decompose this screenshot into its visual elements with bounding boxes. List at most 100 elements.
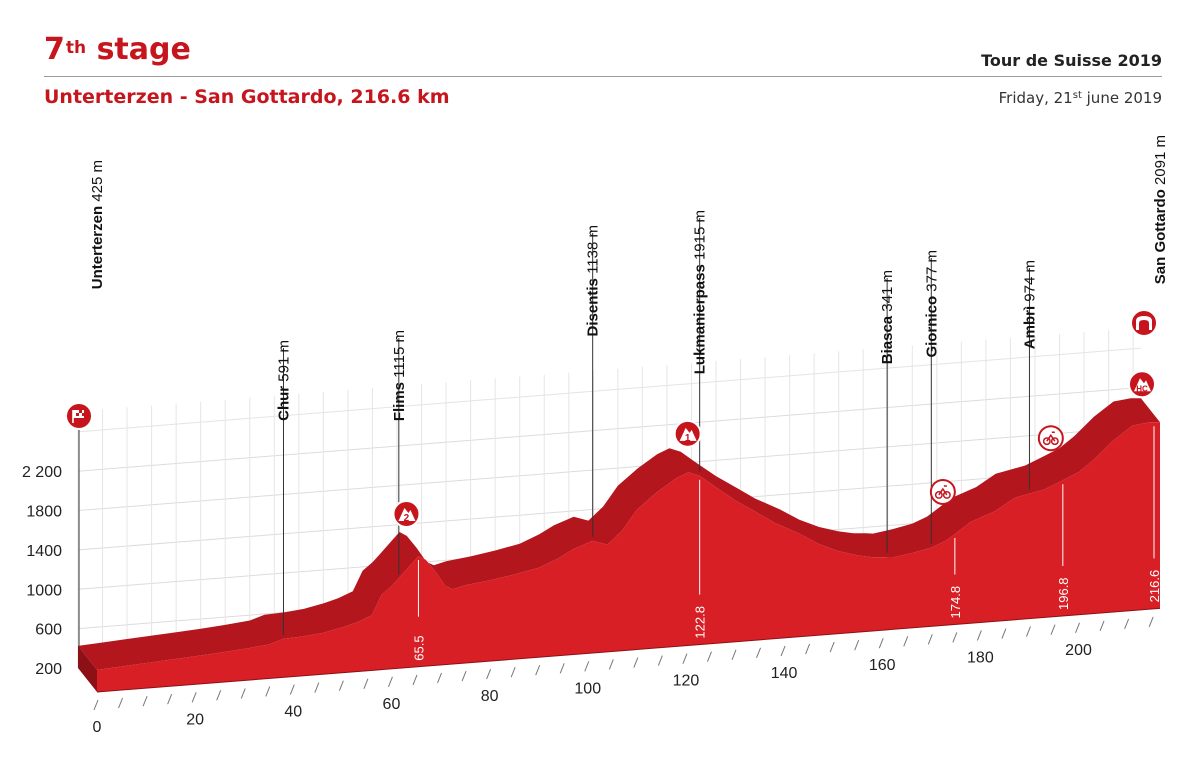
place-name: Flims [391, 382, 408, 421]
climb-category-icon: 2 [392, 500, 421, 529]
date-suffix: st [1072, 90, 1082, 101]
climb-mountain-shape [679, 427, 697, 441]
x-tick [1025, 626, 1031, 637]
stage-date: Friday, 21st june 2019 [999, 87, 1162, 109]
x-tick [412, 674, 418, 686]
profile-front-face [97, 422, 1160, 692]
place-altitude: 377 m [923, 250, 940, 296]
grid-line-horizontal [77, 347, 1142, 433]
x-tick-label: 100 [574, 680, 601, 697]
x-tick-label: 80 [481, 688, 499, 705]
y-tick-label: 1000 [26, 582, 62, 599]
finish-arch-icon [1130, 309, 1158, 337]
header-divider [44, 76, 1162, 77]
stage-title: 7th stage [44, 30, 191, 70]
place-labels: Unterterzen 425 m Chur 591 m Flims 1115 m D… [78, 135, 1169, 648]
y-tick-label: 1400 [26, 543, 62, 560]
x-tick [1124, 618, 1130, 630]
place-name: Disentis [585, 278, 602, 336]
place-name: Unterterzen [89, 206, 106, 289]
x-tick [486, 668, 492, 680]
place-altitude: 1115 m [391, 330, 408, 382]
place-altitude: 2091 m [1152, 135, 1169, 189]
grid-line-horizontal [77, 387, 1142, 472]
place-label: Ambrì 974 m [1021, 260, 1038, 349]
route-icons: 2 1 HC [65, 309, 1158, 529]
place-label: Unterterzen 425 m [89, 160, 106, 289]
km-marker-label: 122.8 [693, 606, 708, 639]
km-marker-label: 216.6 [1147, 570, 1162, 603]
sprint-icon-frame [1046, 431, 1056, 442]
y-tick-label: 2 200 [22, 464, 62, 481]
x-tick [903, 636, 909, 647]
x-tick-label: 0 [93, 719, 102, 736]
finish-arch-shape [1136, 316, 1152, 330]
x-tick [657, 655, 663, 666]
sprint-icon [1037, 425, 1064, 452]
sprint-icon-wheel [934, 491, 943, 499]
x-tick [191, 692, 197, 703]
x-tick [216, 690, 222, 701]
x-tick-label: 140 [771, 665, 798, 682]
x-tick [437, 672, 443, 684]
climb-category-label: 1 [685, 433, 691, 444]
sprint-icon-ring [929, 478, 956, 505]
place-altitude: 1915 m [692, 210, 709, 264]
stage-word: stage [96, 32, 191, 67]
place-altitude: 974 m [1021, 260, 1038, 306]
x-tick-label: 120 [673, 673, 700, 690]
x-tick [1050, 624, 1056, 635]
x-tick [314, 682, 320, 693]
x-tick [289, 684, 295, 695]
place-label: Giornico 377 m [923, 250, 940, 358]
y-axis: 200 600 1000 1400 1800 2 200 [22, 464, 62, 678]
stage-number: 7 [44, 32, 65, 67]
x-tick-label: 40 [284, 704, 302, 721]
km-markers: 65.5 122.8 174.8 196.8 216.6 [411, 426, 1162, 661]
x-tick-label: 180 [967, 649, 994, 666]
y-tick-label: 600 [35, 622, 62, 639]
x-tick [167, 694, 173, 705]
x-tick [927, 634, 933, 645]
x-tick-label: 60 [383, 696, 401, 713]
x-tick [265, 686, 271, 697]
x-tick [608, 659, 614, 670]
place-name: Ambrì [1021, 306, 1038, 349]
x-tick [976, 630, 982, 641]
x-tick [756, 647, 761, 659]
climb-mountain-shape [1134, 378, 1151, 392]
x-tick [854, 639, 860, 651]
place-name: Chur [275, 386, 292, 421]
climb-category-icon: HC [1128, 370, 1156, 399]
x-tick [461, 670, 467, 682]
sprint-icon-frame [938, 485, 948, 496]
place-name: Biasca [879, 315, 896, 364]
finish-arch-icon-disc [1130, 309, 1158, 337]
x-tick [510, 666, 516, 678]
date-rest: june 2019 [1081, 89, 1162, 107]
x-tick [731, 649, 737, 660]
profile-side-face [78, 645, 97, 692]
x-tick [633, 657, 639, 668]
x-tick [559, 663, 565, 674]
x-tick [338, 680, 344, 691]
km-marker-label: 196.8 [1056, 577, 1071, 610]
x-tick [952, 632, 958, 643]
x-tick [878, 638, 884, 649]
x-tick [706, 651, 712, 662]
place-label: Biasca 341 m [879, 270, 896, 364]
x-tick [1001, 628, 1007, 639]
place-name: Lukmanierpass [692, 264, 709, 374]
x-tick-label: 200 [1065, 642, 1092, 659]
x-tick [780, 645, 786, 657]
x-tick [1148, 616, 1154, 628]
place-label: Flims 1115 m [391, 330, 408, 421]
profile-top-surface [78, 398, 1160, 670]
x-tick [387, 676, 393, 688]
climb-category-label: HC [1136, 384, 1148, 393]
route-title: Unterterzen - San Gottardo, 216.6 km [44, 86, 450, 108]
x-tick [829, 641, 835, 653]
tour-name: Tour de Suisse 2019 [981, 51, 1162, 70]
y-tick-label: 1800 [26, 504, 62, 521]
